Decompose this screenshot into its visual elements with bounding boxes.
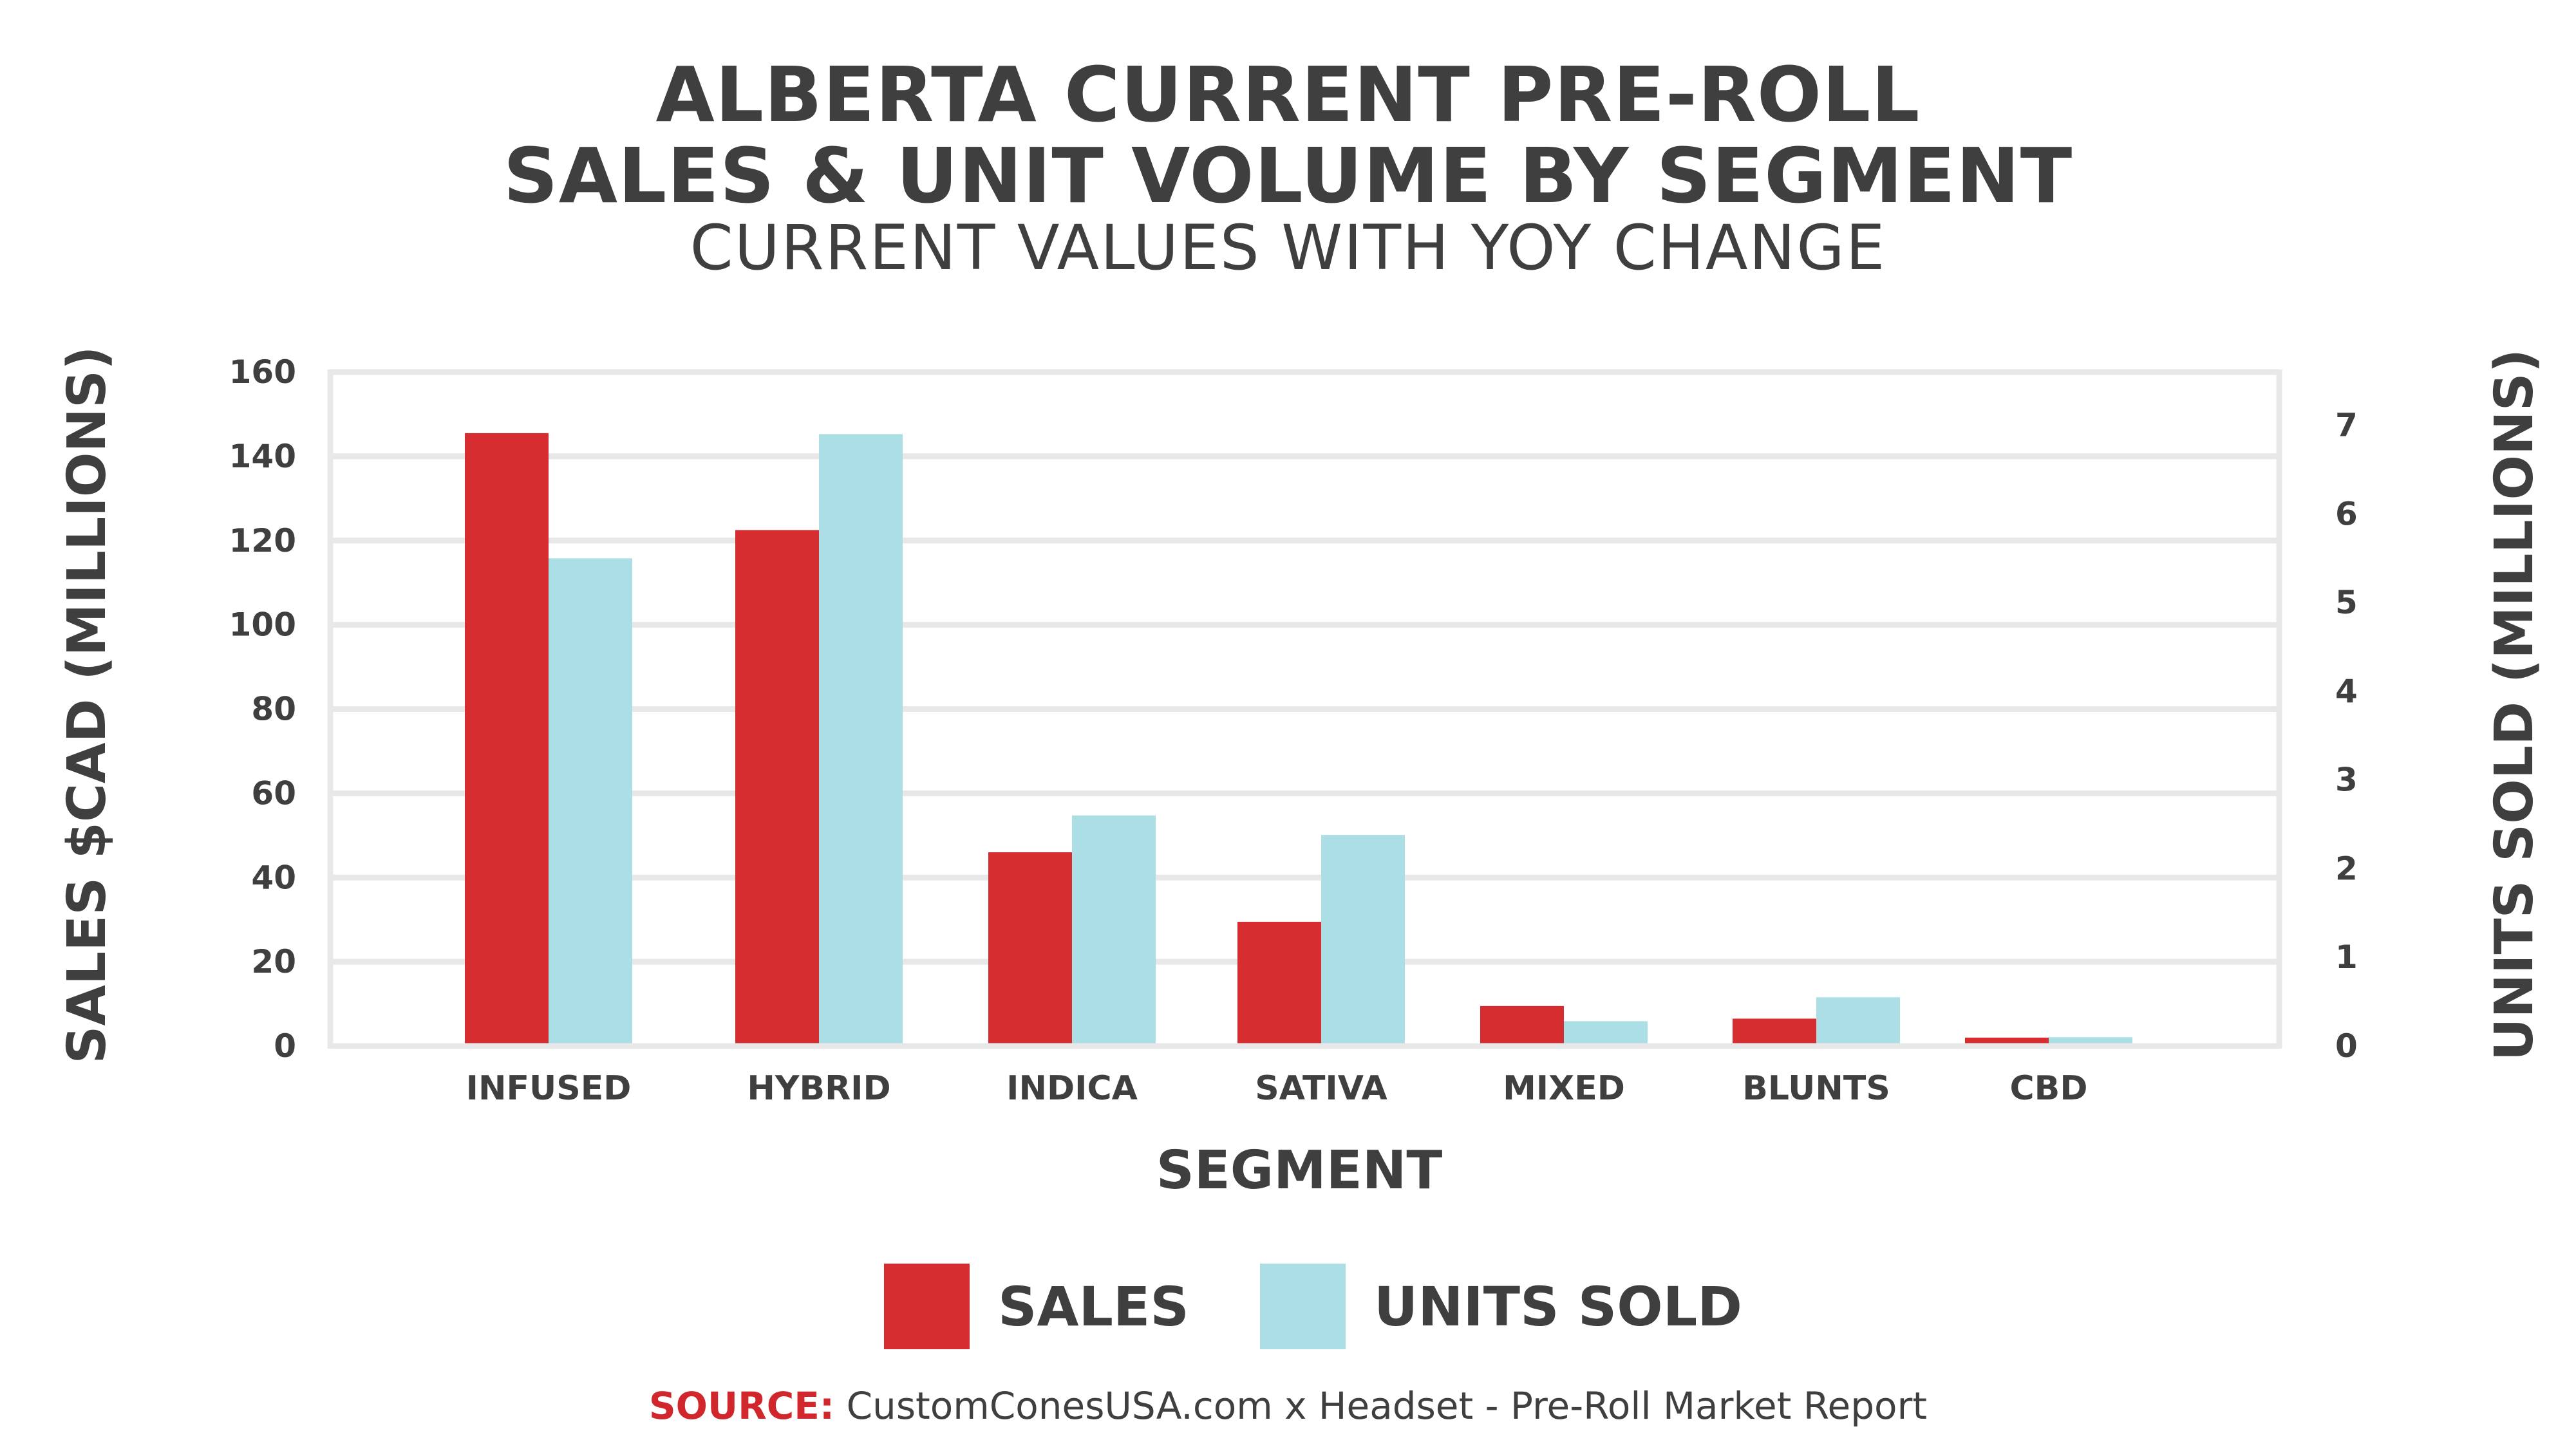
source-note: SOURCE: CustomConesUSA.com x Headset - P…	[0, 1384, 2576, 1428]
chart-subtitle: CURRENT VALUES WITH YOY CHANGE	[690, 212, 1886, 284]
bar-units-sativa	[1321, 835, 1405, 1046]
bar-sales-blunts	[1733, 1018, 1816, 1046]
bar-sales-sativa	[1237, 921, 1321, 1046]
legend-swatch-units	[1260, 1264, 1346, 1349]
y-tick-label: 20	[251, 943, 296, 980]
bar-units-hybrid	[819, 434, 903, 1046]
x-tick-label: BLUNTS	[1742, 1069, 1890, 1108]
x-tick-label: SATIVA	[1255, 1069, 1387, 1108]
x-tick-label: CBD	[2010, 1069, 2088, 1108]
bar-sales-hybrid	[735, 530, 819, 1046]
chart-title-line-1: ALBERTA CURRENT PRE-ROLL	[655, 50, 1921, 139]
legend-label-units: UNITS SOLD	[1374, 1275, 1742, 1338]
x-axis-title: SEGMENT	[1156, 1140, 1443, 1201]
y-tick-label: 100	[229, 606, 296, 644]
y-tick-label: 0	[274, 1027, 296, 1065]
y-tick-label: 80	[251, 691, 296, 728]
y2-tick-label: 1	[2335, 939, 2358, 976]
y2-tick-label: 2	[2335, 850, 2358, 887]
legend-swatch-sales	[884, 1264, 970, 1349]
y2-tick-label: 3	[2335, 762, 2358, 799]
y2-tick-label: 4	[2335, 673, 2358, 710]
y-tick-label: 40	[251, 859, 296, 896]
bar-sales-indica	[988, 852, 1072, 1046]
y2-tick-label: 5	[2335, 584, 2358, 621]
bar-units-indica	[1072, 815, 1156, 1046]
source-label: SOURCE:	[648, 1384, 835, 1428]
source-text: CustomConesUSA.com x Headset - Pre-Roll …	[846, 1384, 1928, 1428]
y-tick-label: 140	[229, 438, 296, 475]
y-tick-label: 120	[229, 522, 296, 559]
bar-units-mixed	[1564, 1021, 1648, 1046]
x-tick-label: HYBRID	[747, 1069, 890, 1108]
chart-title-line-2: SALES & UNIT VOLUME BY SEGMENT	[503, 131, 2073, 220]
y-axis-title: SALES $CAD (MILLIONS)	[57, 346, 118, 1063]
y2-axis-title: UNITS SOLD (MILLIONS)	[2484, 349, 2545, 1061]
x-tick-label: MIXED	[1503, 1069, 1625, 1108]
bar-sales-mixed	[1480, 1005, 1564, 1046]
x-tick-label: INDICA	[1006, 1069, 1138, 1108]
y2-tick-label: 0	[2335, 1027, 2358, 1065]
bar-sales-infused	[465, 433, 549, 1046]
y2-tick-label: 7	[2335, 407, 2358, 444]
legend-label-sales: SALES	[998, 1275, 1189, 1338]
y-tick-label: 60	[251, 774, 296, 812]
x-tick-label: INFUSED	[466, 1069, 632, 1108]
bar-units-infused	[549, 558, 632, 1046]
y2-tick-label: 6	[2335, 495, 2358, 532]
y-tick-label: 160	[229, 353, 296, 391]
bar-units-blunts	[1816, 997, 1900, 1046]
